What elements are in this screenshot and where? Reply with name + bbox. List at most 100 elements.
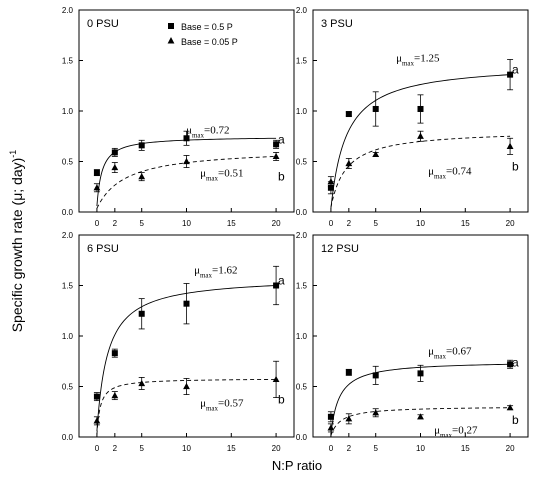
data-point-square <box>345 111 352 118</box>
panel-4: 0.0 0.5 1.0 1.5 2.0 0 2 5 10 15 20 12 PSU a μmax=0.67… <box>296 231 529 453</box>
x-tick-label: 0 <box>329 444 334 453</box>
data-point-square <box>138 142 145 149</box>
y-tick-label: 1.5 <box>296 282 308 291</box>
y-tick-label: 0.0 <box>296 433 308 442</box>
x-tick-label: 10 <box>182 219 191 228</box>
x-tick-label: 15 <box>461 219 470 228</box>
fit-curve-square <box>96 285 277 431</box>
legend-label: Base = 0.05 P <box>181 37 238 47</box>
y-tick-label: 0.5 <box>62 383 74 392</box>
x-tick-label: 2 <box>347 219 352 228</box>
y-tick-label: 2.0 <box>296 6 308 15</box>
x-tick-label: 15 <box>461 444 470 453</box>
data-point-triangle <box>372 150 380 158</box>
panel-title: 12 PSU <box>321 243 359 255</box>
significance-letter-b: b <box>278 393 285 407</box>
data-point-triangle <box>417 132 424 139</box>
significance-letter-b: b <box>512 160 519 174</box>
data-point-square <box>93 393 100 400</box>
panel-3: 0.0 0.5 1.0 1.5 2.0 0 2 5 10 15 20 6 PSU a μmax=1.62 b… <box>62 231 295 453</box>
panel-title: 6 PSU <box>87 243 119 255</box>
umax-annotation: μmax=0.72 <box>186 124 229 139</box>
significance-letter-a: a <box>512 63 519 77</box>
fit-curve-triangle <box>96 156 277 209</box>
data-point-triangle <box>111 163 119 171</box>
data-point-triangle <box>111 391 119 399</box>
data-point-square <box>273 282 280 289</box>
data-point-square <box>273 141 280 148</box>
x-tick-label: 5 <box>139 444 144 453</box>
fit-curve-square <box>96 137 277 207</box>
x-tick-label: 20 <box>506 219 515 228</box>
y-tick-label: 2.0 <box>296 231 308 240</box>
fit-curve-triangle <box>330 135 511 208</box>
data-point-triangle <box>183 157 190 165</box>
x-tick-label: 2 <box>347 444 352 453</box>
x-tick-label: 5 <box>139 219 144 228</box>
umax-annotation: μmax=1.62 <box>194 265 237 280</box>
y-tick-label: 0.5 <box>62 158 74 167</box>
data-point-triangle <box>372 409 380 416</box>
legend-label: Base = 0.5 P <box>181 22 233 32</box>
data-point-square <box>183 135 190 142</box>
data-point-triangle <box>93 417 101 424</box>
y-axis-title-text: Specific growth rate (μ; day) <box>9 158 25 333</box>
data-point-square <box>417 370 424 377</box>
x-tick-label: 20 <box>272 444 281 453</box>
y-tick-label: 0.0 <box>62 433 74 442</box>
umax-annotation: μmax=1.25 <box>396 53 440 68</box>
panel-1: 0.0 0.5 1.0 1.5 2.0 0 2 5 10 15 20 0 PSU a μmax=0.72 b… <box>62 6 295 228</box>
data-point-triangle <box>327 178 335 185</box>
data-point-triangle <box>345 415 353 422</box>
y-tick-label: 1.0 <box>62 332 74 341</box>
x-tick-label: 20 <box>506 444 515 453</box>
legend-square-marker <box>168 23 174 29</box>
data-point-square <box>372 372 379 379</box>
umax-annotation: μmax=0.67 <box>428 345 472 360</box>
data-point-triangle <box>327 424 335 431</box>
significance-letter-a: a <box>278 273 285 287</box>
data-point-triangle <box>272 152 280 160</box>
x-tick-label: 10 <box>182 444 191 453</box>
umax-annotation: μmax=0.57 <box>200 397 244 412</box>
legend-triangle-marker <box>167 37 175 44</box>
significance-letter-b: b <box>512 413 519 427</box>
data-point-triangle <box>138 379 146 387</box>
x-tick-label: 10 <box>416 219 425 228</box>
data-point-triangle <box>183 382 190 390</box>
data-point-square <box>417 105 424 112</box>
data-point-triangle <box>272 375 280 383</box>
panel-frame <box>312 234 529 438</box>
x-tick-label: 2 <box>113 219 118 228</box>
panel-title: 0 PSU <box>87 18 119 30</box>
x-tick-label: 0 <box>95 444 100 453</box>
x-tick-label: 5 <box>373 444 378 453</box>
data-point-triangle <box>138 173 146 180</box>
data-point-square <box>138 310 145 317</box>
data-point-triangle <box>506 404 514 411</box>
y-tick-label: 2.0 <box>62 6 74 15</box>
fit-curve-square <box>330 74 511 209</box>
y-tick-label: 0.5 <box>296 383 308 392</box>
data-point-square <box>507 71 514 78</box>
x-tick-label: 15 <box>227 444 236 453</box>
data-point-square <box>93 169 100 176</box>
y-tick-label: 0.5 <box>296 158 308 167</box>
data-point-square <box>372 105 379 112</box>
y-tick-label: 1.0 <box>296 332 308 341</box>
y-tick-label: 1.5 <box>296 57 308 66</box>
fit-curve-triangle <box>96 378 277 435</box>
data-point-triangle <box>345 159 353 167</box>
y-tick-label: 1.0 <box>62 107 74 116</box>
data-point-triangle <box>93 184 101 191</box>
y-tick-label: 1.5 <box>62 282 74 291</box>
y-tick-label: 0.0 <box>296 208 308 217</box>
data-point-square <box>327 413 334 420</box>
y-axis-title: Specific growth rate (μ; day)-1 <box>8 150 25 333</box>
data-point-square <box>183 300 190 307</box>
x-axis-title: N:P ratio <box>272 458 322 473</box>
umax-annotation: μmax=0.27 <box>434 425 478 440</box>
panel-title: 3 PSU <box>321 18 353 30</box>
